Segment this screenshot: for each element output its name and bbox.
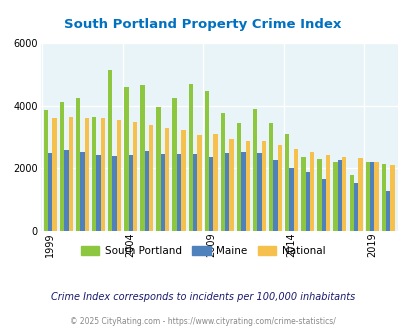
- Bar: [385, 191, 390, 231]
- Bar: [373, 162, 378, 231]
- Bar: [84, 117, 89, 231]
- Bar: [213, 134, 217, 231]
- Bar: [341, 157, 345, 231]
- Bar: [197, 135, 201, 231]
- Bar: [140, 85, 144, 231]
- Bar: [325, 154, 330, 231]
- Bar: [301, 157, 305, 231]
- Bar: [60, 102, 64, 231]
- Bar: [277, 146, 281, 231]
- Bar: [204, 91, 209, 231]
- Text: Crime Index corresponds to incidents per 100,000 inhabitants: Crime Index corresponds to incidents per…: [51, 292, 354, 302]
- Bar: [309, 152, 313, 231]
- Bar: [209, 157, 213, 231]
- Bar: [284, 134, 289, 231]
- Text: © 2025 CityRating.com - https://www.cityrating.com/crime-statistics/: © 2025 CityRating.com - https://www.city…: [70, 317, 335, 326]
- Bar: [100, 118, 105, 231]
- Text: South Portland Property Crime Index: South Portland Property Crime Index: [64, 18, 341, 31]
- Bar: [261, 141, 265, 231]
- Bar: [149, 125, 153, 231]
- Bar: [128, 155, 132, 231]
- Bar: [390, 165, 394, 231]
- Bar: [192, 154, 197, 231]
- Bar: [365, 162, 369, 231]
- Bar: [156, 107, 160, 231]
- Bar: [64, 150, 68, 231]
- Bar: [241, 152, 245, 231]
- Bar: [117, 120, 121, 231]
- Bar: [252, 109, 257, 231]
- Bar: [269, 123, 273, 231]
- Bar: [220, 114, 224, 231]
- Bar: [321, 179, 325, 231]
- Bar: [80, 152, 84, 231]
- Bar: [76, 98, 80, 231]
- Bar: [165, 128, 169, 231]
- Bar: [293, 149, 297, 231]
- Bar: [52, 117, 57, 231]
- Bar: [68, 116, 72, 231]
- Bar: [124, 87, 128, 231]
- Bar: [177, 154, 181, 231]
- Bar: [92, 116, 96, 231]
- Bar: [112, 156, 117, 231]
- Bar: [333, 162, 337, 231]
- Bar: [337, 159, 341, 231]
- Bar: [144, 151, 149, 231]
- Bar: [305, 172, 309, 231]
- Bar: [357, 158, 362, 231]
- Bar: [381, 164, 385, 231]
- Bar: [96, 155, 100, 231]
- Bar: [349, 175, 353, 231]
- Bar: [257, 153, 261, 231]
- Bar: [224, 153, 229, 231]
- Bar: [108, 70, 112, 231]
- Bar: [236, 123, 241, 231]
- Bar: [353, 183, 357, 231]
- Bar: [188, 84, 192, 231]
- Bar: [229, 139, 233, 231]
- Bar: [289, 168, 293, 231]
- Bar: [48, 153, 52, 231]
- Bar: [245, 141, 249, 231]
- Bar: [181, 130, 185, 231]
- Bar: [317, 159, 321, 231]
- Bar: [160, 153, 165, 231]
- Bar: [273, 160, 277, 231]
- Bar: [132, 122, 137, 231]
- Bar: [369, 162, 373, 231]
- Legend: South Portland, Maine, National: South Portland, Maine, National: [77, 242, 328, 260]
- Bar: [172, 98, 177, 231]
- Bar: [44, 110, 48, 231]
